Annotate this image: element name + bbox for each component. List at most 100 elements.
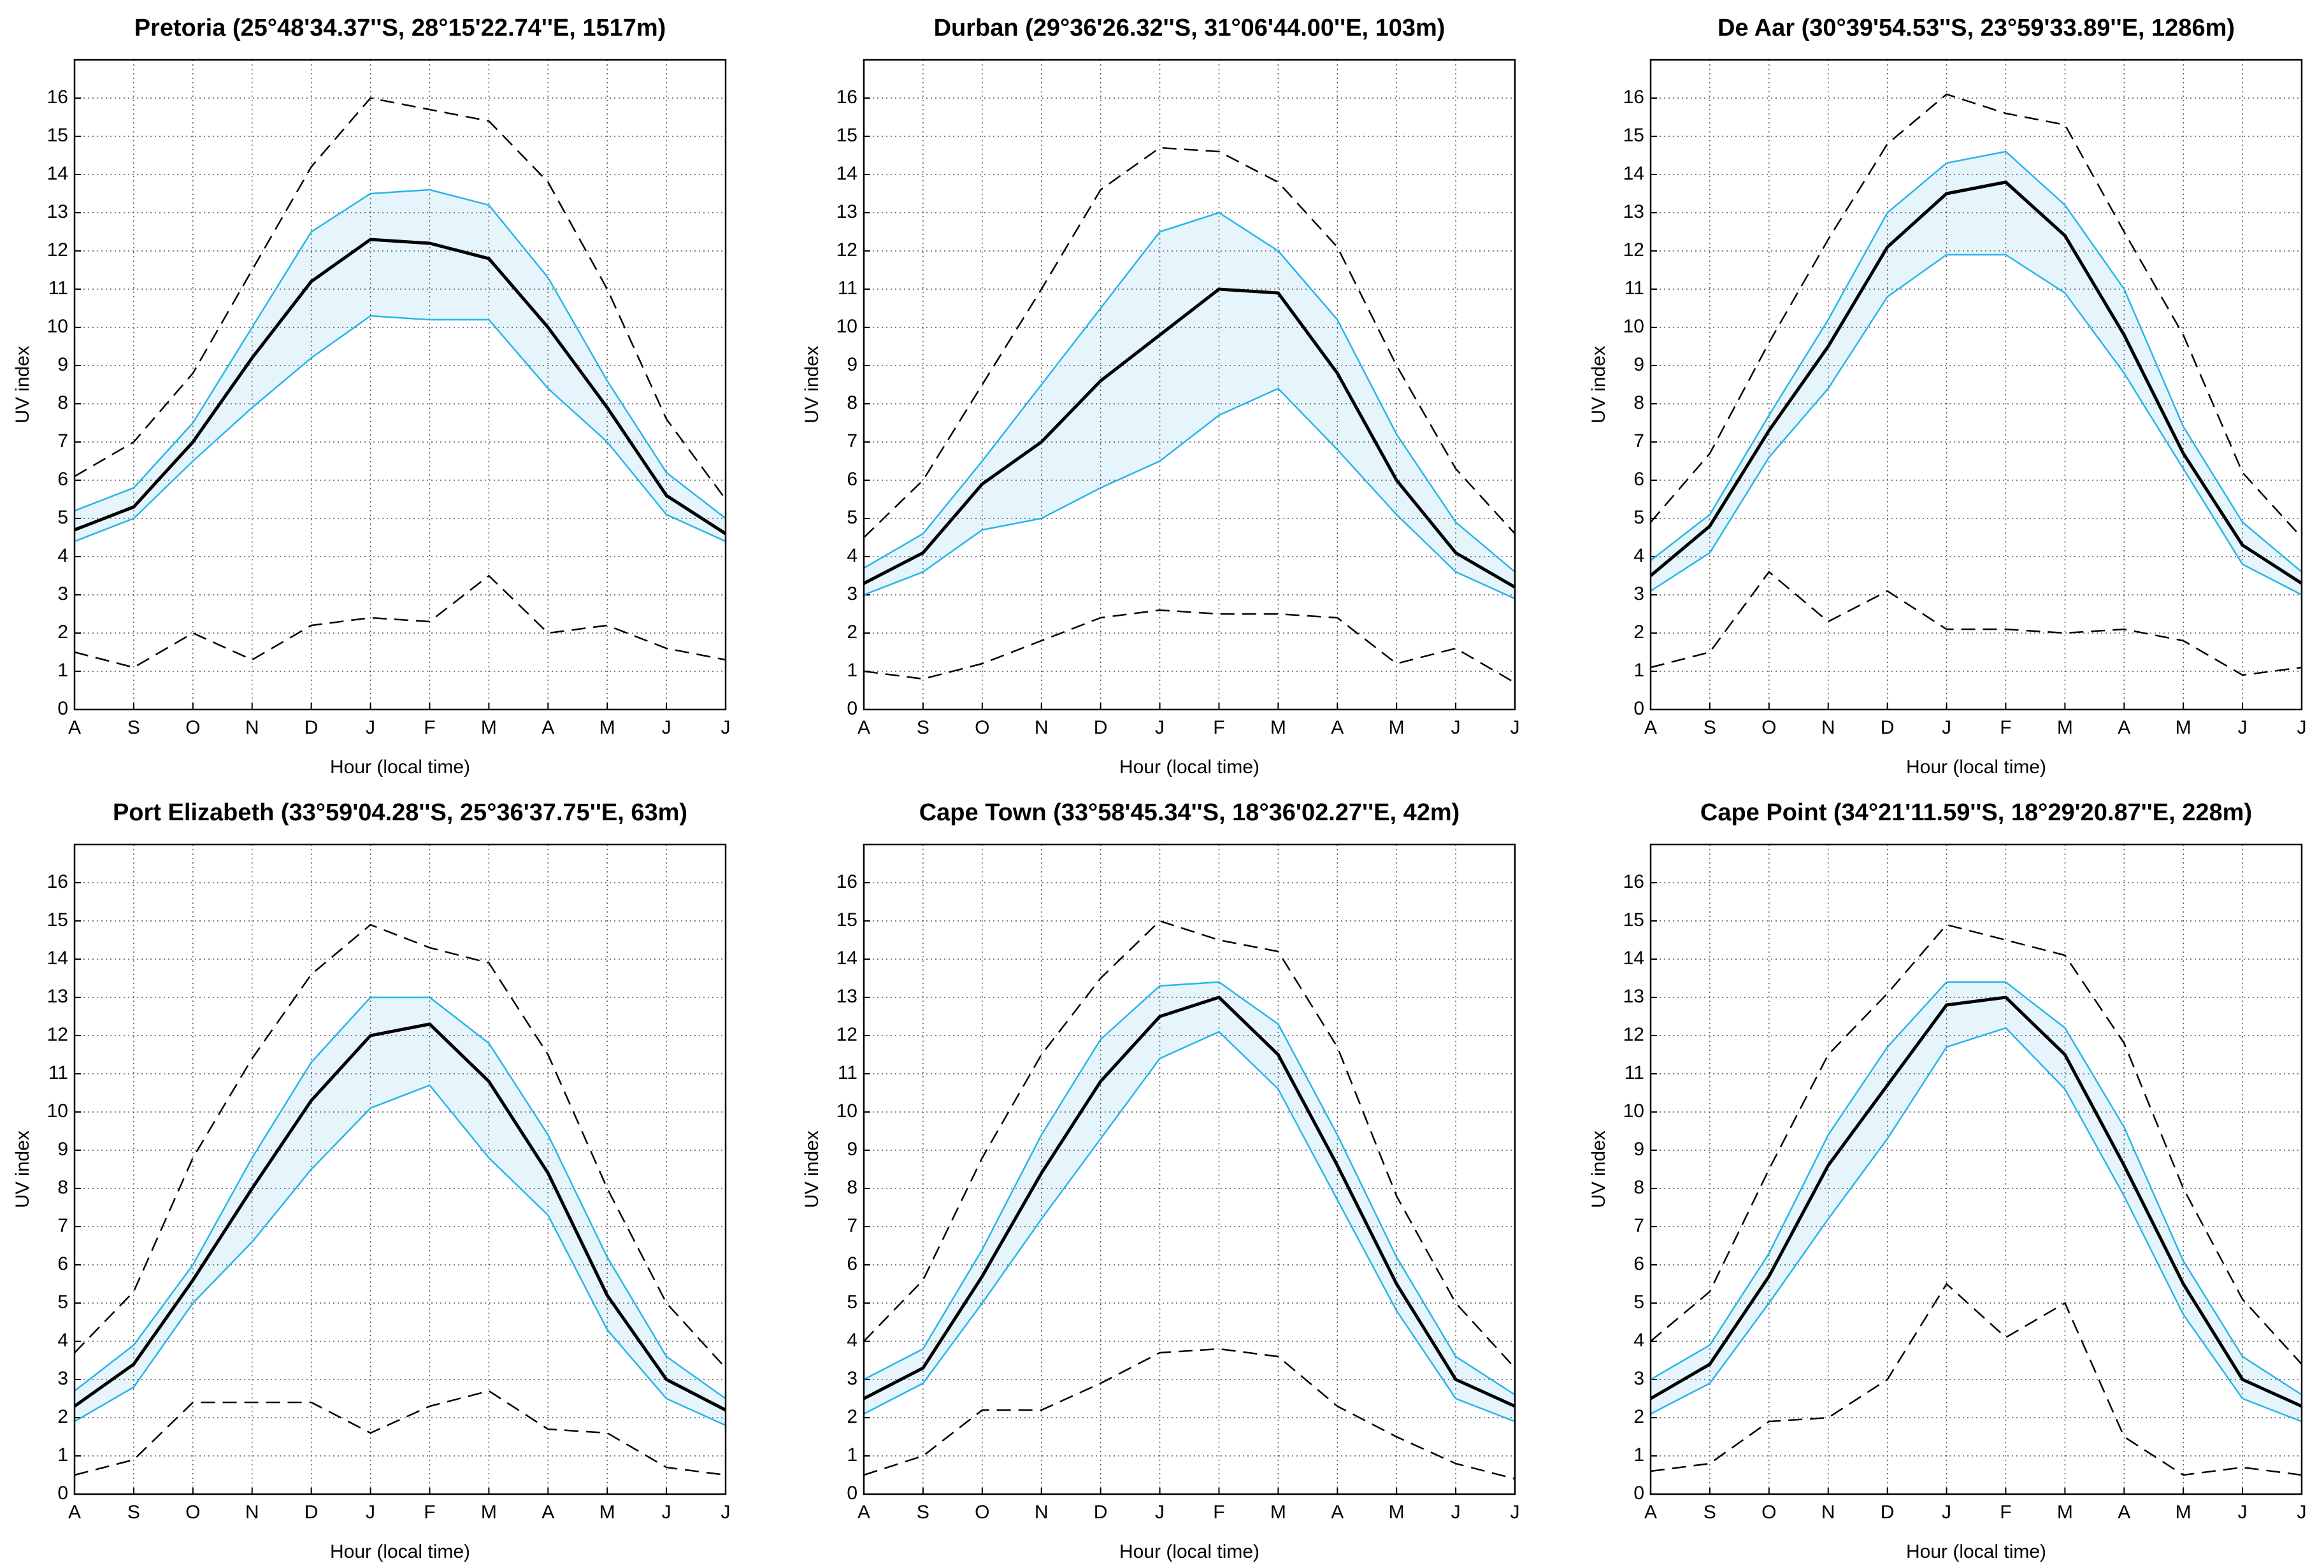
y-tick-label: 6 xyxy=(57,469,68,490)
series-line xyxy=(1650,1283,2302,1476)
y-tick-label: 1 xyxy=(1633,660,1644,681)
series-line xyxy=(1649,180,2303,585)
series-line xyxy=(863,387,1516,600)
x-tick-label: O xyxy=(185,1502,200,1523)
y-tick-label: 11 xyxy=(838,278,857,299)
chart-title: Port Elizabeth (33°59'04.28''S, 25°36'37… xyxy=(113,799,687,826)
x-tick-label: J xyxy=(1510,1502,1520,1523)
y-tick-label: 14 xyxy=(1623,948,1644,969)
x-tick-label: D xyxy=(1881,1502,1895,1523)
series-line xyxy=(74,923,726,1369)
x-tick-label: J xyxy=(2238,1502,2248,1523)
y-tick-label: 6 xyxy=(847,469,857,490)
y-tick-label: 13 xyxy=(836,201,857,222)
x-tick-label: N xyxy=(1035,717,1049,738)
x-tick-label: N xyxy=(1035,1502,1049,1523)
band xyxy=(75,997,726,1425)
y-tick-label: 7 xyxy=(847,431,857,452)
x-tick-label: S xyxy=(917,717,929,738)
x-tick-label: F xyxy=(1213,1502,1224,1523)
x-tick-label: D xyxy=(1094,717,1108,738)
chart: De Aar (30°39'54.53''S, 23°59'33.89''E, … xyxy=(1588,15,2307,778)
y-axis-label: UV index xyxy=(801,346,822,424)
x-axis-label: Hour (local time) xyxy=(330,757,470,778)
y-tick-label: 15 xyxy=(47,909,68,930)
y-tick-label: 11 xyxy=(48,1062,68,1083)
x-tick-label: M xyxy=(1389,717,1405,738)
x-tick-label: N xyxy=(245,717,259,738)
x-tick-label: D xyxy=(1881,717,1895,738)
x-tick-label: S xyxy=(127,1502,140,1523)
y-tick-label: 9 xyxy=(57,1139,68,1160)
series-line xyxy=(863,981,1516,1396)
y-tick-label: 16 xyxy=(1623,87,1644,108)
x-tick-label: M xyxy=(599,1502,615,1523)
y-tick-label: 7 xyxy=(57,1215,68,1236)
series-line xyxy=(863,609,1516,684)
x-tick-label: J xyxy=(366,717,375,738)
y-tick-label: 1 xyxy=(57,1444,68,1465)
y-tick-label: 5 xyxy=(1633,507,1644,528)
y-tick-label: 13 xyxy=(836,986,857,1007)
y-tick-label: 0 xyxy=(57,698,68,719)
series-line xyxy=(1650,981,2302,1396)
x-tick-label: M xyxy=(1270,717,1286,738)
y-tick-label: 13 xyxy=(1623,201,1644,222)
chart-title: Cape Town (33°58'45.34''S, 18°36'02.27''… xyxy=(919,799,1460,826)
plot-background xyxy=(75,60,726,709)
series-line xyxy=(863,146,1516,538)
x-tick-label: D xyxy=(305,1502,319,1523)
x-axis-label: Hour (local time) xyxy=(330,1541,470,1562)
x-tick-label: M xyxy=(2057,717,2073,738)
y-tick-label: 9 xyxy=(847,354,857,375)
series-line xyxy=(74,238,727,536)
y-tick-label: 5 xyxy=(1633,1292,1644,1313)
y-tick-label: 9 xyxy=(57,354,68,375)
y-tick-label: 2 xyxy=(1633,1406,1644,1427)
x-axis-label: Hour (local time) xyxy=(1119,1541,1259,1562)
y-tick-label: 3 xyxy=(1633,583,1644,604)
x-tick-label: J xyxy=(1942,1502,1951,1523)
x-tick-label: A xyxy=(2118,717,2130,738)
y-tick-label: 4 xyxy=(847,545,857,566)
plot-frame xyxy=(863,59,1516,711)
x-tick-label: J xyxy=(662,1502,671,1523)
x-axis-label: Hour (local time) xyxy=(1906,1541,2046,1562)
y-tick-label: 12 xyxy=(47,239,68,260)
y-tick-label: 8 xyxy=(847,1177,857,1198)
x-tick-label: D xyxy=(1094,1502,1108,1523)
chart-title: Cape Point (34°21'11.59''S, 18°29'20.87'… xyxy=(1700,799,2252,826)
series-line xyxy=(74,1084,726,1427)
y-tick-label: 3 xyxy=(847,1368,857,1389)
x-axis-label: Hour (local time) xyxy=(1119,757,1259,778)
y-tick-label: 5 xyxy=(57,1292,68,1313)
series-line xyxy=(1650,1027,2302,1423)
x-tick-label: S xyxy=(1704,1502,1716,1523)
y-tick-label: 14 xyxy=(836,163,857,184)
x-tick-label: N xyxy=(245,1502,259,1523)
x-tick-label: M xyxy=(1270,1502,1286,1523)
y-tick-label: 2 xyxy=(1633,622,1644,643)
y-tick-label: 11 xyxy=(48,278,68,299)
series-line xyxy=(1649,995,2303,1408)
y-axis-label: UV index xyxy=(1588,346,1609,424)
x-tick-label: S xyxy=(127,717,140,738)
y-tick-label: 3 xyxy=(57,1368,68,1389)
plot-background xyxy=(75,845,726,1494)
y-tick-label: 15 xyxy=(836,909,857,930)
x-tick-label: J xyxy=(1155,717,1165,738)
y-tick-label: 9 xyxy=(847,1139,857,1160)
y-tick-label: 13 xyxy=(1623,986,1644,1007)
y-tick-label: 14 xyxy=(47,948,68,969)
chart: Pretoria (25°48'34.37''S, 28°15'22.74''E… xyxy=(12,15,731,778)
plot-background xyxy=(864,845,1515,1494)
y-tick-label: 1 xyxy=(1633,1444,1644,1465)
x-tick-label: J xyxy=(1942,717,1951,738)
y-tick-label: 6 xyxy=(57,1253,68,1274)
y-tick-label: 0 xyxy=(1633,1483,1644,1504)
series-line xyxy=(863,995,1516,1408)
y-tick-label: 16 xyxy=(47,871,68,892)
y-tick-label: 16 xyxy=(1623,871,1644,892)
